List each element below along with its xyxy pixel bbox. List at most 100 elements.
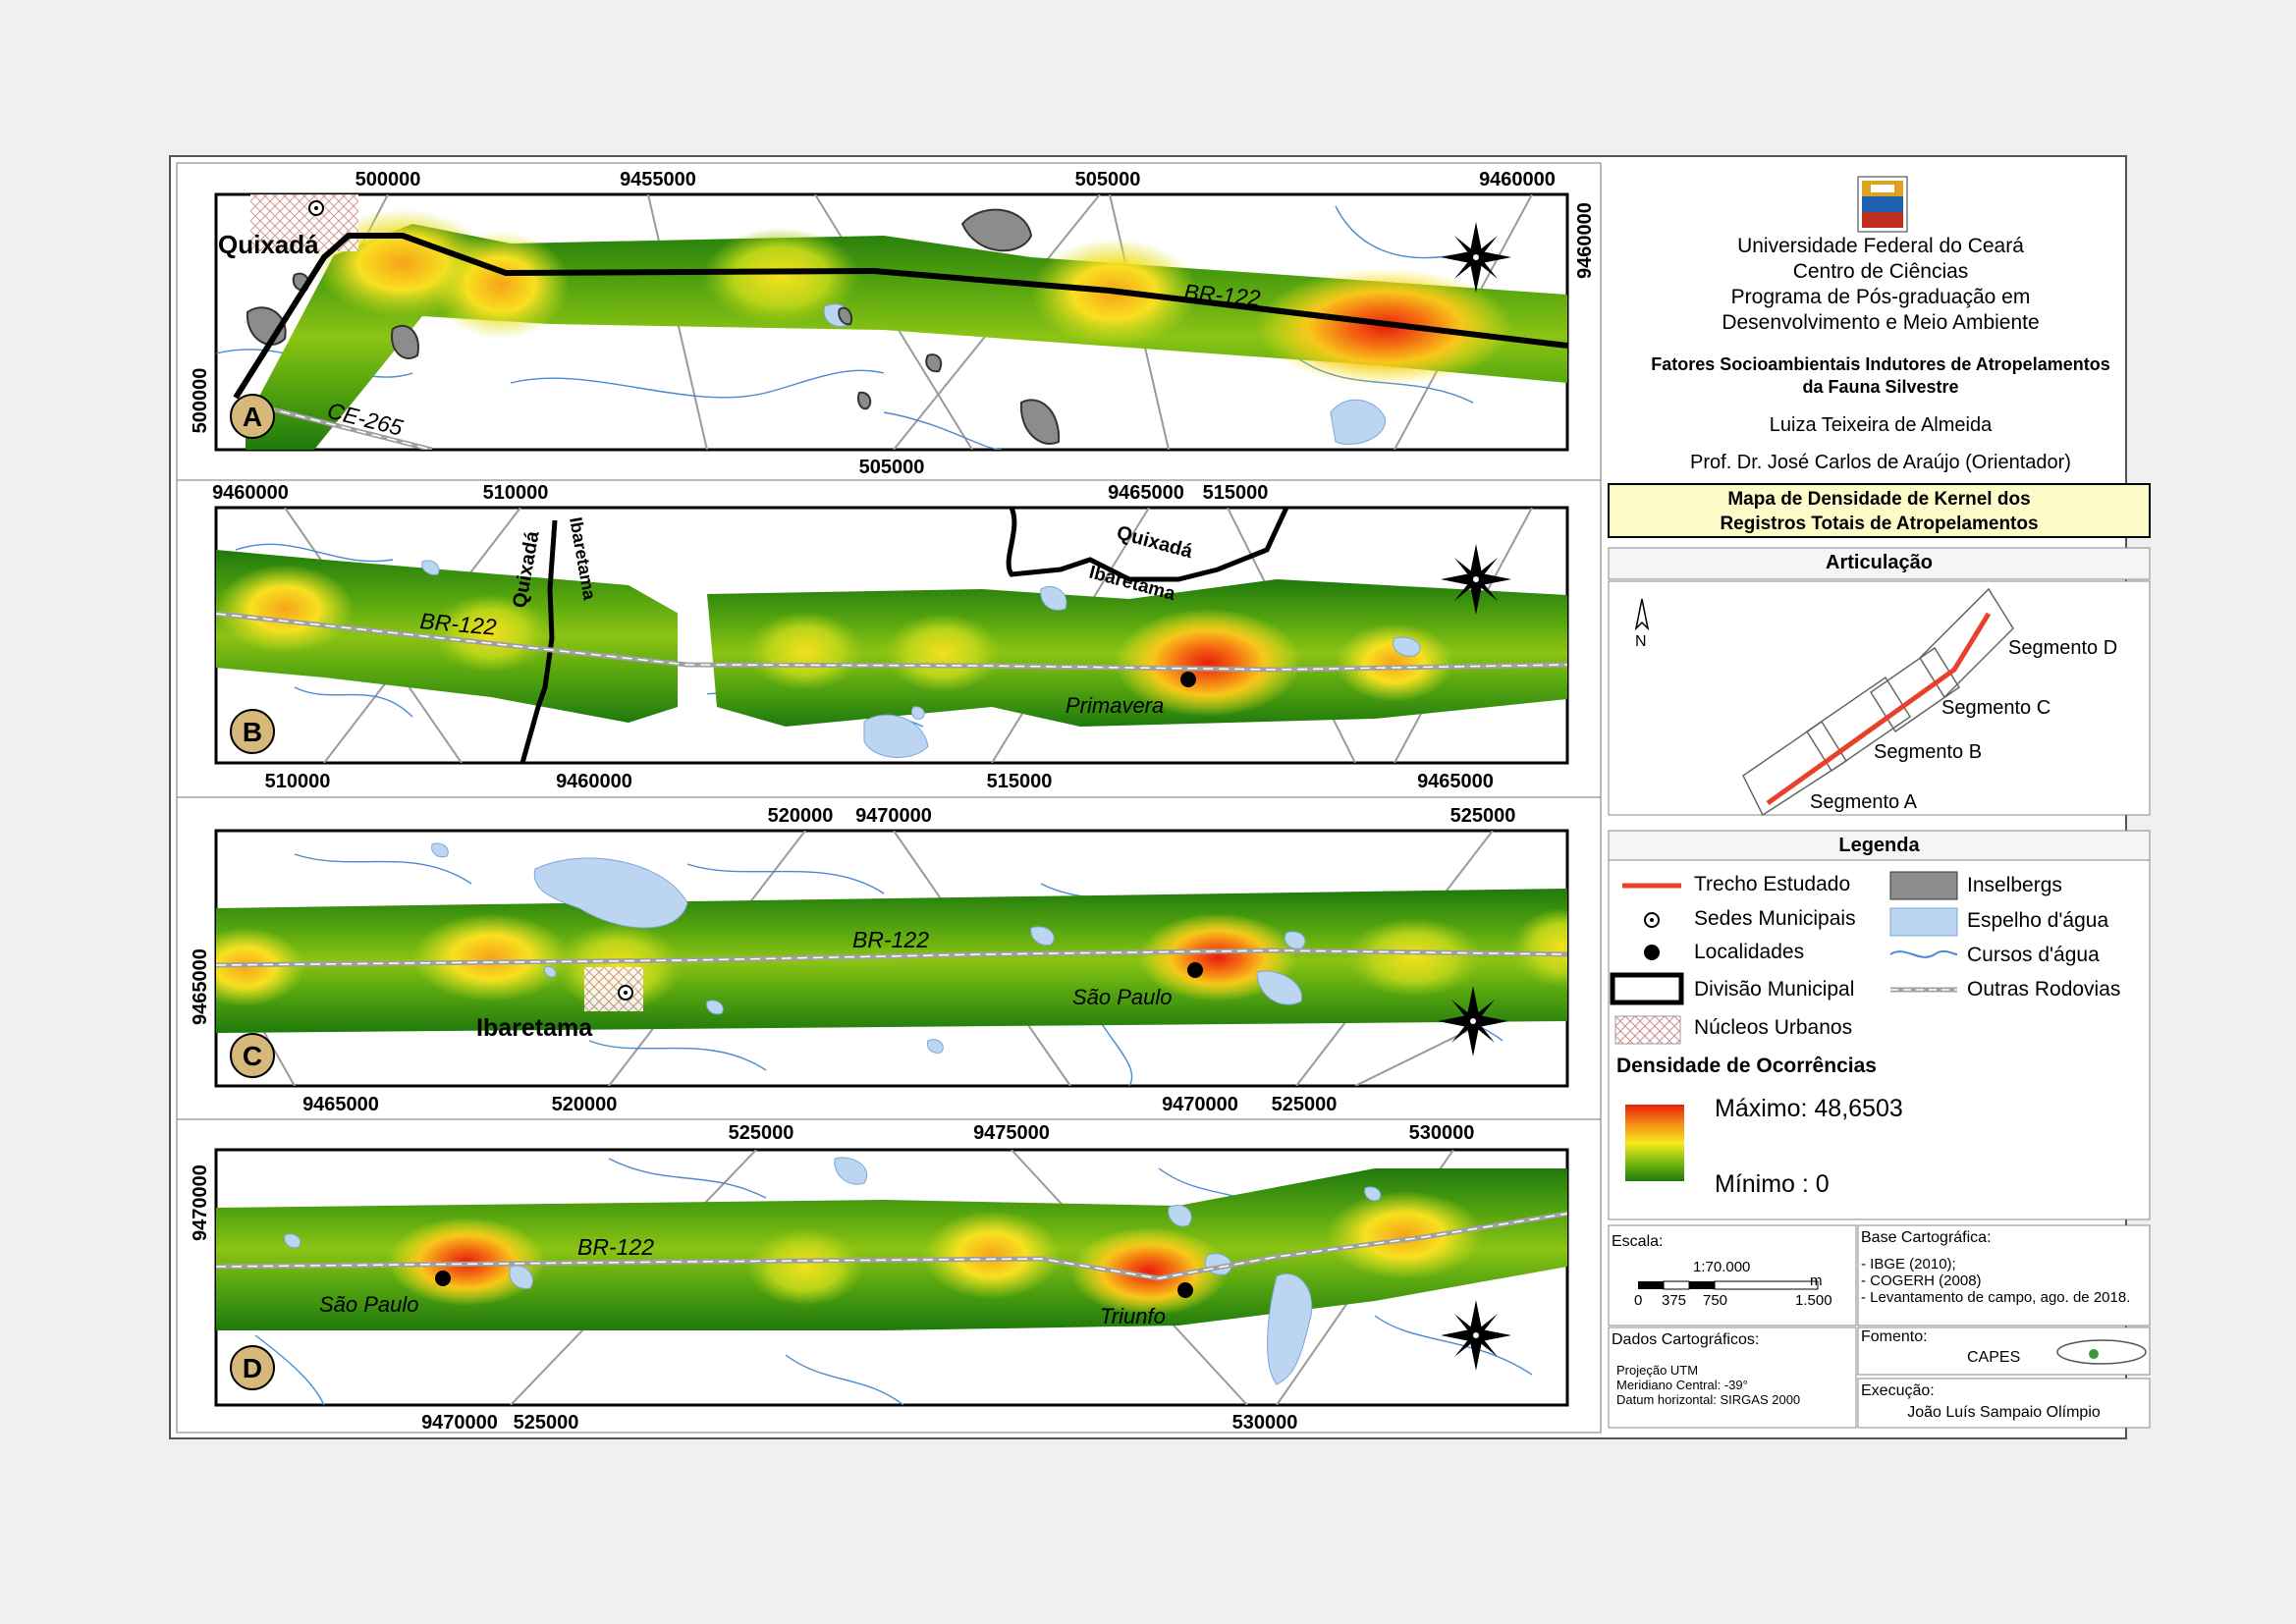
dados-label: Dados Cartográficos: — [1612, 1331, 1760, 1348]
density-max-label: Máximo: 48,6503 — [1715, 1095, 1903, 1122]
institution-center: Centro de Ciências — [1792, 260, 1969, 283]
articulation-north-label: N — [1635, 633, 1647, 650]
coord-b-bottom-4: 9465000 — [1417, 771, 1494, 792]
coord-d-left-1: 9470000 — [190, 1164, 211, 1241]
coord-a-top-3: 505000 — [1075, 169, 1141, 190]
scale-tick-1: 375 — [1662, 1292, 1687, 1309]
institution-program-1: Programa de Pós-graduação em — [1730, 286, 2031, 308]
legend-curso-label: Cursos d'água — [1967, 944, 2100, 966]
scale-tick-3: 1.500 — [1795, 1292, 1832, 1309]
coord-c-bottom-3: 9470000 — [1162, 1094, 1238, 1115]
panel-a-letter: A — [243, 402, 262, 432]
segment-d-label: Segmento D — [2008, 637, 2118, 659]
coord-d-bottom-3: 530000 — [1232, 1412, 1298, 1434]
segment-c-label: Segmento C — [1941, 697, 2051, 719]
legend-localidade-icon — [1644, 945, 1660, 960]
project-title-block: Fatores Socioambientais Indutores de Atr… — [1611, 353, 2151, 399]
panel-b: B BR-122 Quixadá Ibaretama Quixadá Ibare… — [212, 482, 1569, 792]
coord-c-bottom-4: 525000 — [1272, 1094, 1338, 1115]
panel-d: D BR-122 São Paulo Triunfo 525000 947500… — [190, 1122, 1569, 1434]
capes-logo-icon — [2056, 1339, 2147, 1365]
coord-c-top-3: 525000 — [1450, 805, 1516, 827]
coord-d-bottom-2: 525000 — [514, 1412, 579, 1434]
panel-c: C BR-122 Ibaretama São Paulo 520000 9470… — [190, 805, 1569, 1115]
execucao-label: Execução: — [1861, 1382, 1935, 1399]
fomento-label: Fomento: — [1861, 1328, 1928, 1345]
legend-inselberg-label: Inselbergs — [1967, 874, 2062, 896]
dados-line-2: Meridiano Central: -39° — [1616, 1378, 1748, 1392]
density-title: Densidade de Ocorrências — [1616, 1055, 1877, 1077]
legend-espelho-label: Espelho d'água — [1967, 909, 2109, 932]
coord-c-bottom-1: 9465000 — [302, 1094, 379, 1115]
label-sao-paulo-c: São Paulo — [1072, 985, 1173, 1009]
coord-a-top-1: 500000 — [355, 169, 421, 190]
map-title-box: Mapa de Densidade de Kernel dos Registro… — [1608, 483, 2151, 538]
label-ibaretama: Ibaretama — [476, 1014, 593, 1042]
scale-label: Escala: — [1612, 1233, 1664, 1250]
coord-b-top-2: 510000 — [483, 482, 549, 504]
legend-title: Legenda — [1838, 835, 1920, 856]
panel-a: A Quixadá BR-122 CE-265 500000 9455000 5… — [190, 169, 1596, 478]
legend-curso-icon — [1889, 949, 1958, 958]
segment-a-label: Segmento A — [1810, 791, 1917, 813]
coord-c-top-2: 9470000 — [855, 805, 932, 827]
legend-espelho-icon — [1889, 907, 1958, 937]
institution-program-2: Desenvolvimento e Meio Ambiente — [1722, 311, 2040, 334]
scale-bar — [1638, 1280, 1819, 1290]
execucao-value: João Luís Sampaio Olímpio — [1907, 1404, 2101, 1421]
coord-c-left-1: 9465000 — [190, 948, 211, 1025]
coord-b-bottom-1: 510000 — [265, 771, 331, 792]
institution-name: Universidade Federal do Ceará — [1737, 235, 2024, 257]
panel-c-letter: C — [243, 1041, 262, 1071]
base-line-2: - COGERH (2008) — [1861, 1272, 1982, 1289]
project-title-2: da Fauna Silvestre — [1802, 377, 1959, 397]
map-title-1: Mapa de Densidade de Kernel dos — [1727, 489, 2031, 510]
scale-ratio: 1:70.000 — [1693, 1259, 1751, 1275]
scale-tick-0: 0 — [1634, 1292, 1643, 1309]
north-arrow-small-icon — [1634, 598, 1650, 631]
legend-rodovia-label: Outras Rodovias — [1967, 978, 2121, 1001]
coord-b-top-1: 9460000 — [212, 482, 289, 504]
coord-b-bottom-3: 515000 — [987, 771, 1053, 792]
legend-divisao-label: Divisão Municipal — [1694, 978, 1855, 1001]
density-min-label: Mínimo : 0 — [1715, 1170, 1830, 1198]
coord-d-bottom-1: 9470000 — [421, 1412, 498, 1434]
dados-line-3: Datum horizontal: SIRGAS 2000 — [1616, 1392, 1801, 1407]
coord-d-top-1: 525000 — [729, 1122, 794, 1144]
legend-localidade-label: Localidades — [1694, 941, 1805, 963]
institution-block: Universidade Federal do Ceará Centro de … — [1611, 234, 2151, 336]
panel-b-letter: B — [243, 717, 262, 747]
label-br122-c: BR-122 — [852, 927, 929, 952]
label-primavera: Primavera — [1066, 693, 1164, 718]
articulation-title: Articulação — [1826, 552, 1933, 573]
dados-line-1: Projeção UTM — [1616, 1363, 1699, 1378]
legend-nucleo-label: Núcleos Urbanos — [1694, 1016, 1853, 1039]
base-label: Base Cartográfica: — [1861, 1229, 1992, 1246]
coord-c-top-1: 520000 — [768, 805, 834, 827]
label-quixada: Quixadá — [218, 230, 319, 259]
label-sao-paulo-d: São Paulo — [319, 1292, 419, 1317]
coord-a-right-1: 9460000 — [1574, 202, 1596, 279]
scale-unit: m — [1810, 1272, 1823, 1289]
project-title-1: Fatores Socioambientais Indutores de Atr… — [1651, 354, 2110, 374]
legend-trecho-label: Trecho Estudado — [1694, 873, 1851, 895]
author-name: Luiza Teixeira de Almeida — [1769, 414, 1993, 436]
sidebar — [1608, 176, 2151, 1429]
label-triunfo: Triunfo — [1100, 1304, 1166, 1328]
legend-inselberg-icon — [1889, 871, 1958, 900]
coord-d-top-3: 530000 — [1409, 1122, 1475, 1144]
coord-c-bottom-2: 520000 — [552, 1094, 618, 1115]
coord-d-top-2: 9475000 — [973, 1122, 1050, 1144]
base-line-1: - IBGE (2010); — [1861, 1256, 1956, 1272]
legend-density-ramp — [1625, 1105, 1684, 1181]
ufc-emblem-icon — [1857, 176, 1908, 233]
coord-a-top-2: 9455000 — [620, 169, 696, 190]
coord-a-top-4: 9460000 — [1479, 169, 1556, 190]
map-title-2: Registros Totais de Atropelamentos — [1720, 514, 2039, 534]
legend-nucleo-icon — [1614, 1015, 1681, 1045]
coord-b-top-3: 9465000 — [1108, 482, 1184, 504]
panel-d-letter: D — [243, 1353, 262, 1383]
legend-sede-label: Sedes Municipais — [1694, 907, 1856, 930]
base-line-3: - Levantamento de campo, ago. de 2018. — [1861, 1289, 2131, 1306]
